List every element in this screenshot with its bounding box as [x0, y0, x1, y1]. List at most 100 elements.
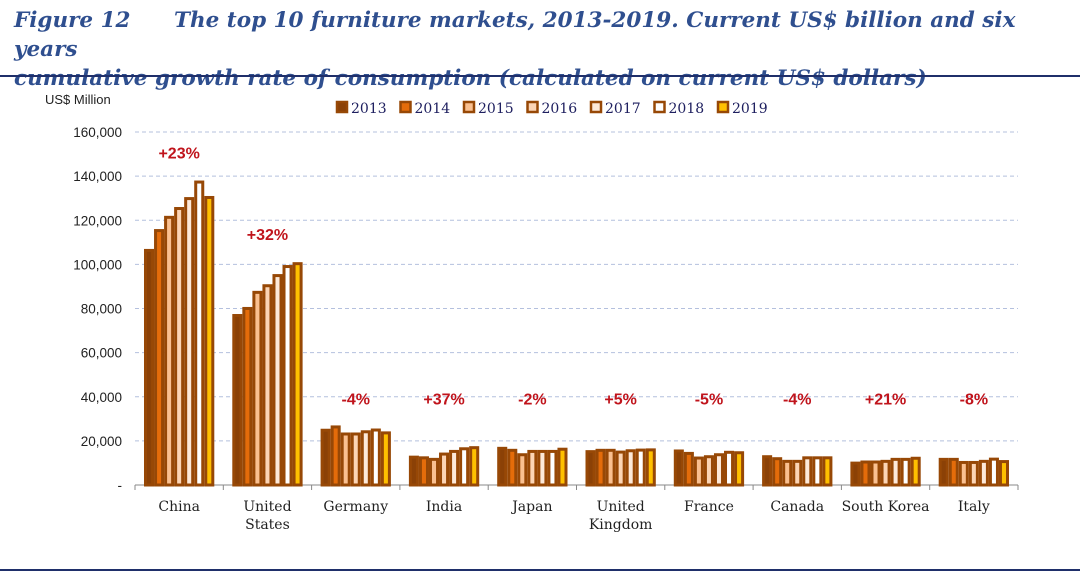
growth-label: +23%	[158, 146, 199, 163]
bar-2018	[459, 447, 470, 487]
bar-2014	[772, 457, 783, 487]
x-tick-label: France	[684, 499, 734, 515]
title-line-2: cumulative growth rate of consumption (c…	[14, 66, 927, 91]
bar-2013	[850, 461, 861, 487]
bar-2018	[282, 265, 293, 487]
legend-label: 2019	[732, 101, 768, 117]
bottom-rule	[0, 569, 1080, 571]
bar-2016	[880, 459, 891, 487]
bar-2017	[537, 449, 548, 487]
bar-2017	[272, 274, 283, 487]
legend-label: 2018	[669, 101, 705, 117]
x-tick-label: United	[597, 499, 645, 515]
y-tick-label: 20,000	[81, 434, 122, 449]
bar-2015	[252, 290, 263, 487]
bar-2016	[615, 450, 626, 487]
growth-label: +21%	[865, 391, 906, 408]
legend-label: 2015	[478, 101, 514, 117]
y-tick-label: -	[118, 478, 123, 493]
bar-2017	[625, 449, 636, 487]
bar-2019	[469, 446, 480, 487]
bar-2017	[890, 457, 901, 487]
title-line-1: The top 10 furniture markets, 2013-2019.…	[14, 8, 1016, 62]
growth-label: -2%	[518, 391, 546, 408]
bar-2015	[605, 448, 616, 487]
bar-2018	[724, 450, 735, 487]
growth-label: +37%	[423, 391, 464, 408]
bar-2018	[812, 456, 823, 487]
bar-2016	[968, 460, 979, 487]
bar-2019	[645, 448, 656, 487]
bar-2017	[184, 197, 195, 487]
bar-2014	[242, 306, 253, 487]
x-tick-label: Kingdom	[589, 517, 653, 533]
bar-2017	[802, 456, 813, 487]
bar-2014	[330, 425, 341, 487]
y-tick-label: 160,000	[73, 125, 122, 140]
bar-2017	[360, 430, 371, 487]
growth-label: -8%	[960, 391, 988, 408]
legend-label: 2013	[351, 101, 387, 117]
bar-2017	[713, 453, 725, 487]
bar-2019	[910, 456, 921, 487]
figure-title: Figure 12 The top 10 furniture markets, 2…	[14, 6, 1074, 93]
y-tick-label: 40,000	[81, 390, 122, 405]
bar-2013	[673, 449, 684, 487]
bar-2015	[782, 459, 793, 487]
x-tick-label: Japan	[510, 499, 552, 515]
bar-2015	[693, 456, 704, 487]
bar-2016	[350, 432, 361, 487]
bar-2017	[449, 449, 460, 487]
bar-2014	[418, 456, 429, 487]
bar-2018	[988, 457, 999, 487]
bar-2014	[683, 451, 694, 487]
bar-2014	[948, 457, 959, 487]
bar-2018	[900, 457, 911, 487]
bar-2013	[144, 248, 155, 487]
bar-2018	[370, 428, 381, 487]
bar-2013	[497, 446, 508, 487]
bar-2013	[938, 457, 949, 487]
bar-2015	[870, 460, 881, 487]
bar-2016	[439, 452, 450, 487]
x-tick-label: India	[426, 499, 462, 515]
growth-label: +32%	[247, 227, 288, 244]
y-tick-label: 80,000	[81, 302, 122, 317]
x-tick-label: United	[243, 499, 291, 515]
bar-2014	[507, 448, 518, 487]
legend-label: 2017	[605, 101, 641, 117]
y-tick-label: 120,000	[73, 213, 122, 228]
bar-2019	[734, 451, 745, 487]
figure-label: Figure 12	[14, 8, 131, 33]
bar-2014	[860, 460, 871, 487]
bar-2018	[547, 449, 558, 487]
bar-2016	[703, 455, 714, 487]
legend-label: 2014	[415, 101, 451, 117]
bar-2017	[978, 459, 989, 487]
growth-label: -4%	[783, 391, 811, 408]
growth-label: +5%	[604, 391, 636, 408]
y-tick-label: 100,000	[73, 257, 122, 272]
y-tick-label: 60,000	[81, 346, 122, 361]
legend-swatch-2017	[589, 100, 603, 114]
legend-swatch-2015	[462, 100, 476, 114]
legend-swatch-2014	[399, 100, 412, 114]
bar-2019	[380, 431, 391, 487]
y-axis-label: US$ Million	[45, 92, 111, 107]
legend-swatch-2019	[716, 100, 730, 114]
top-rule	[0, 75, 1080, 77]
bar-2014	[595, 448, 606, 487]
x-tick-label: Canada	[770, 499, 824, 515]
bar-2019	[998, 460, 1010, 487]
legend-label: 2016	[542, 101, 578, 117]
bar-2019	[292, 262, 303, 487]
bar-2019	[557, 447, 568, 487]
bar-2019	[822, 456, 833, 487]
legend-swatch-2016	[526, 100, 539, 114]
bar-2015	[164, 215, 175, 487]
bar-2016	[174, 207, 185, 487]
y-tick-label: 140,000	[73, 169, 122, 184]
bar-2013	[232, 314, 243, 487]
bar-2015	[428, 457, 440, 487]
